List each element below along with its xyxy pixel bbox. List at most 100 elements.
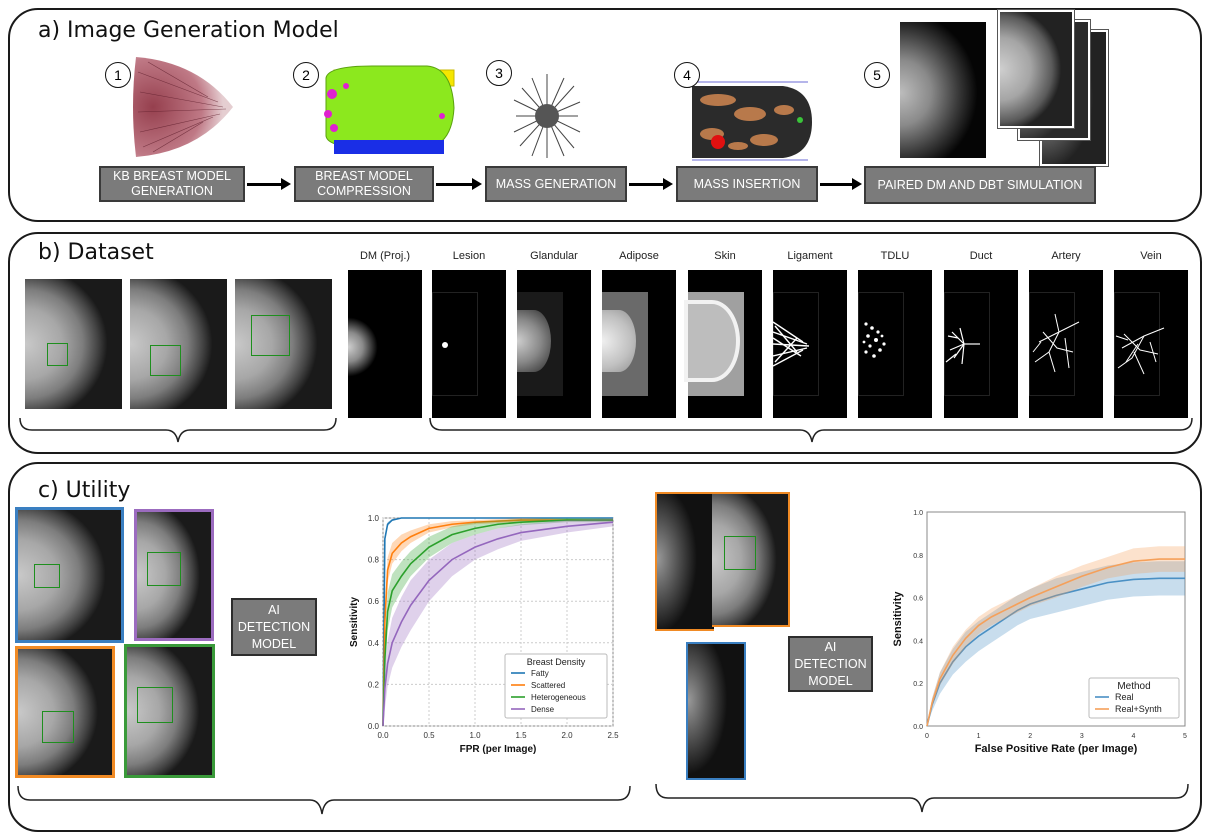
label-glandular: Glandular — [530, 250, 578, 262]
step-2-box: BREAST MODEL COMPRESSION — [294, 166, 434, 202]
synthetic-dm-orange-2 — [712, 492, 790, 627]
ai-detection-model-right: AI DETECTION MODEL — [788, 636, 873, 692]
step-2-number: 2 — [293, 62, 319, 88]
y-tick-label: 0.2 — [913, 681, 923, 688]
step-4-number: 4 — [674, 62, 700, 88]
roi-box — [137, 687, 173, 723]
dataset-mammogram-3 — [235, 279, 332, 409]
step-3-box: MASS GENERATION — [485, 166, 627, 202]
skin-tile — [684, 270, 762, 418]
y-tick-label: 0.0 — [368, 722, 380, 731]
label-duct: Duct — [969, 250, 993, 262]
series-line — [382, 519, 613, 727]
x-tick-label: 3 — [1080, 733, 1084, 740]
step-1-number: 1 — [105, 62, 131, 88]
lesion-tile — [432, 270, 506, 418]
x-tick-label: 2.5 — [607, 731, 619, 740]
label-dm-proj: DM (Proj.) — [359, 250, 411, 262]
x-tick-label: 2.0 — [561, 731, 573, 740]
y-tick-label: 0.0 — [913, 724, 923, 731]
ligament-tile — [773, 270, 847, 418]
artery-tile — [1029, 270, 1103, 418]
x-tick-label: 0 — [925, 733, 929, 740]
label-tdlu: TDLU — [880, 250, 910, 262]
vein-tile — [1114, 270, 1188, 418]
y-tick-label: 0.4 — [913, 638, 923, 645]
legend-entry: Real+Synth — [1115, 704, 1162, 714]
arrow-2-3 — [436, 178, 482, 190]
confidence-band — [927, 546, 1185, 726]
step-4-box: MASS INSERTION — [676, 166, 818, 202]
brace-utility-right — [655, 783, 1189, 813]
legend-title: Method — [1117, 681, 1150, 692]
label-ligament: Ligament — [787, 250, 833, 262]
arrow-4-5 — [820, 178, 862, 190]
roi-box — [42, 711, 74, 743]
x-tick-label: 1 — [977, 733, 981, 740]
x-tick-label: 5 — [1183, 733, 1187, 740]
y-tick-label: 0.8 — [368, 556, 380, 565]
y-tick-label: 0.4 — [368, 639, 380, 648]
adipose-tile — [602, 270, 676, 418]
y-tick-label: 1.0 — [913, 510, 923, 517]
series-line — [382, 521, 614, 727]
utility-mammogram-dense — [134, 509, 214, 641]
utility-mammogram-fatty — [15, 507, 124, 643]
brace-utility-left — [17, 785, 631, 815]
kb-breast-model-image — [133, 57, 233, 157]
utility-mammogram-heterogeneous — [124, 644, 215, 778]
y-tick-label: 0.2 — [368, 680, 380, 689]
mass-image — [513, 74, 581, 158]
dbt-slice-1 — [998, 10, 1074, 128]
legend-box — [504, 653, 608, 719]
dm-simulation-image — [900, 22, 986, 158]
legend-entry: Scattered — [531, 681, 565, 690]
legend-title: Breast Density — [527, 657, 586, 667]
step-1-box: KB BREAST MODEL GENERATION — [99, 166, 245, 202]
panel-a-title: a) Image Generation Model — [38, 18, 339, 43]
step-5-number: 5 — [864, 62, 890, 88]
confidence-band — [383, 518, 613, 726]
legend-box — [1088, 677, 1180, 719]
legend-entry: Dense — [531, 705, 555, 714]
y-tick-label: 0.6 — [913, 596, 923, 603]
y-axis-label: Sensitivity — [893, 591, 904, 647]
x-tick-label: 0.0 — [377, 731, 389, 740]
legend-entry: Heterogeneous — [531, 693, 586, 702]
y-tick-label: 0.8 — [913, 553, 923, 560]
x-axis-label: False Positive Rate (per Image) — [975, 743, 1138, 755]
roi-box — [251, 315, 290, 356]
step-5-box: PAIRED DM AND DBT SIMULATION — [864, 166, 1096, 204]
x-tick-label: 4 — [1131, 733, 1135, 740]
arrow-3-4 — [629, 178, 673, 190]
tdlu-tile — [858, 270, 932, 418]
legend-entry: Fatty — [531, 669, 549, 678]
glandular-tile — [517, 270, 591, 418]
roi-box — [34, 564, 60, 588]
roi-box — [724, 536, 756, 570]
x-tick-label: 2 — [1028, 733, 1032, 740]
x-tick-label: 1.0 — [469, 731, 481, 740]
label-adipose: Adipose — [619, 250, 659, 262]
series-line — [382, 519, 613, 727]
method-sensitivity-chart: 0 1 2 3 4 5 0.0 0.2 0.4 0.6 0.8 1.0 False Positive R… — [893, 510, 1187, 755]
panel-c-title: c) Utility — [38, 478, 131, 503]
label-vein: Vein — [1140, 250, 1162, 262]
brace-dataset-tiles — [429, 417, 1193, 443]
density-sensitivity-chart: 0.0 0.5 1.0 1.5 2.0 2.5 0.0 0.2 0.4 0.6 0.8 1.0 FPR … — [349, 514, 619, 755]
dataset-mammogram-2 — [130, 279, 227, 409]
roi-box — [47, 343, 68, 366]
series-line — [926, 577, 1185, 727]
real-dm-orange-1 — [655, 492, 714, 631]
label-lesion: Lesion — [452, 250, 486, 262]
dataset-mammogram-1 — [25, 279, 122, 409]
duct-tile — [944, 270, 1018, 418]
x-axis-label: FPR (per Image) — [460, 744, 537, 755]
y-tick-label: 0.6 — [368, 597, 380, 606]
x-tick-label: 1.5 — [515, 731, 527, 740]
series-line — [926, 558, 1185, 727]
legend-entry: Real — [1115, 692, 1134, 702]
arrow-1-2 — [247, 178, 291, 190]
dm-proj-tile — [348, 270, 422, 418]
brace-dataset-mammograms — [19, 417, 337, 443]
